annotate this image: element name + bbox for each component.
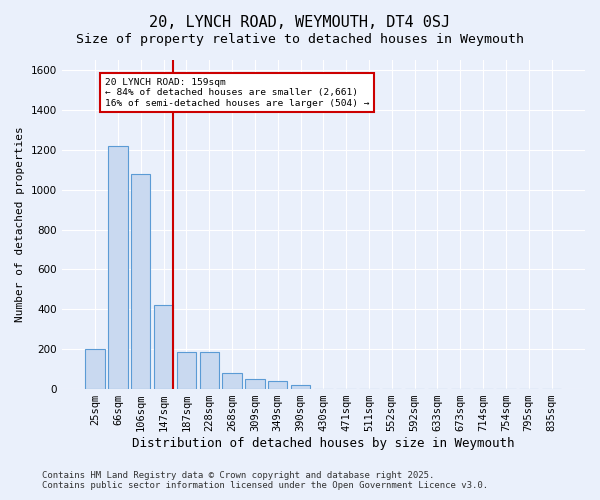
Bar <box>131 174 151 389</box>
Bar <box>85 349 105 389</box>
Text: 20 LYNCH ROAD: 159sqm
← 84% of detached houses are smaller (2,661)
16% of semi-d: 20 LYNCH ROAD: 159sqm ← 84% of detached … <box>105 78 369 108</box>
Bar <box>200 352 219 389</box>
Bar <box>154 306 173 389</box>
Text: 20, LYNCH ROAD, WEYMOUTH, DT4 0SJ: 20, LYNCH ROAD, WEYMOUTH, DT4 0SJ <box>149 15 451 30</box>
Bar <box>291 386 310 389</box>
Bar <box>245 379 265 389</box>
Text: Contains HM Land Registry data © Crown copyright and database right 2025.
Contai: Contains HM Land Registry data © Crown c… <box>42 470 488 490</box>
X-axis label: Distribution of detached houses by size in Weymouth: Distribution of detached houses by size … <box>132 437 515 450</box>
Bar <box>268 381 287 389</box>
Bar <box>223 373 242 389</box>
Bar <box>177 352 196 389</box>
Text: Size of property relative to detached houses in Weymouth: Size of property relative to detached ho… <box>76 32 524 46</box>
Bar <box>108 146 128 389</box>
Y-axis label: Number of detached properties: Number of detached properties <box>15 126 25 322</box>
